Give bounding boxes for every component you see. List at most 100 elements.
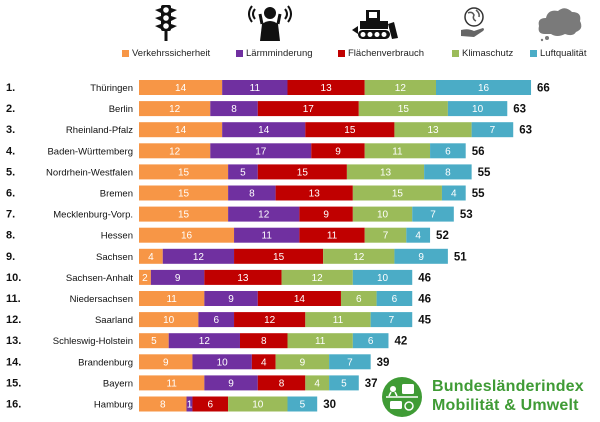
bar-value-label: 13 — [427, 125, 439, 136]
bar-segment — [234, 312, 306, 328]
legend-item: Flächenverbrauch — [338, 48, 424, 59]
bar-value-label: 12 — [169, 146, 181, 157]
total-label: 46 — [418, 272, 431, 284]
bar-value-label: 4 — [261, 357, 267, 368]
bar-segment — [352, 269, 413, 285]
bar-segment — [139, 227, 235, 243]
category-label: Berlin — [109, 104, 133, 115]
total-label: 45 — [418, 315, 431, 327]
bar-value-label: 8 — [249, 189, 255, 200]
bar-segment — [257, 164, 347, 180]
rank-label: 15. — [6, 377, 21, 389]
bar-value-label: 15 — [178, 210, 190, 221]
bar-segment — [436, 80, 532, 95]
bar-segment — [305, 122, 395, 138]
category-label: Bayern — [103, 378, 133, 389]
bar-segment — [239, 333, 288, 349]
bar-value-label: 10 — [472, 104, 484, 115]
rank-label: 14. — [6, 356, 21, 368]
bar-value-label: 13 — [309, 189, 321, 200]
bar-value-label: 9 — [175, 273, 181, 284]
bar-segment — [275, 354, 330, 370]
bar-segment — [412, 206, 454, 222]
bar-value-label: 14 — [175, 83, 187, 94]
bar-value-label: 12 — [264, 315, 276, 326]
legend-label: Luftqualität — [540, 48, 587, 59]
bar-value-label: 17 — [303, 104, 315, 115]
bar-segment — [346, 164, 425, 180]
bar-segment — [257, 101, 359, 117]
bar-value-label: 8 — [445, 167, 451, 178]
bar-segment — [228, 396, 288, 412]
bar-segment — [204, 269, 282, 285]
bar-value-label: 10 — [252, 400, 264, 411]
bar-segment — [139, 143, 211, 159]
bar-segment — [323, 248, 395, 264]
bar-value-label: 9 — [228, 378, 234, 389]
bar-value-label: 8 — [231, 104, 237, 115]
noise-person-icon — [248, 5, 292, 41]
rank-label: 1. — [6, 82, 15, 94]
bar-value-label: 15 — [273, 252, 285, 263]
total-label: 56 — [472, 146, 485, 158]
bar-value-label: 9 — [163, 357, 169, 368]
logo: Bundesländerindex Mobilität & Umwelt — [380, 376, 595, 418]
legend-swatch — [236, 50, 243, 57]
bar-segment — [406, 227, 431, 243]
rank-label: 2. — [6, 103, 15, 115]
bar-segment — [340, 291, 377, 306]
bar-value-label: 10 — [163, 315, 175, 326]
bar-value-label: 9 — [228, 294, 234, 305]
bar-segment — [139, 122, 223, 138]
rank-label: 12. — [6, 314, 21, 326]
bar-value-label: 14 — [175, 125, 187, 136]
bar-segment — [228, 164, 258, 180]
bar-value-label: 5 — [300, 400, 306, 411]
bar-value-label: 11 — [315, 336, 326, 347]
bar-value-label: 12 — [169, 104, 181, 115]
total-label: 66 — [537, 83, 550, 95]
bar-value-label: 7 — [347, 357, 353, 368]
bar-value-label: 15 — [178, 189, 190, 200]
bar-segment — [364, 80, 436, 95]
bar-segment — [441, 185, 466, 201]
bar-segment — [311, 143, 365, 159]
total-label: 51 — [454, 251, 467, 263]
total-label: 39 — [377, 357, 390, 369]
rank-label: 11. — [6, 293, 21, 305]
bar-segment — [210, 101, 258, 117]
legend-label: Flächenverbrauch — [348, 48, 425, 59]
category-label: Rheinland-Pfalz — [66, 125, 133, 136]
rank-label: 13. — [6, 335, 21, 347]
bar-segment — [139, 312, 199, 328]
bar-value-label: 5 — [341, 378, 347, 389]
rank-label: 5. — [6, 166, 15, 178]
category-label: Thüringen — [90, 83, 133, 94]
bar-segment — [329, 375, 359, 391]
logo-line-1: Bundesländerindex — [432, 378, 584, 395]
bar-value-label: 7 — [383, 231, 389, 242]
rank-label: 16. — [6, 399, 21, 411]
category-label: Sachsen — [96, 252, 133, 263]
legend-item: Luftqualität — [530, 48, 586, 59]
total-label: 63 — [513, 104, 526, 116]
category-label: Niedersachsen — [70, 294, 133, 305]
bar-segment — [275, 185, 353, 201]
category-label: Sachsen-Anhalt — [66, 273, 133, 284]
bar-segment — [376, 291, 413, 306]
bar-segment — [139, 80, 223, 95]
bar-segment — [299, 227, 365, 243]
bar-value-label: 11 — [262, 231, 273, 242]
bar-value-label: 11 — [327, 231, 338, 242]
bar-value-label: 9 — [418, 252, 424, 263]
bar-value-label: 14 — [258, 125, 270, 136]
legend-label: Lärmminderung — [246, 48, 313, 59]
legend-label: Verkehrssicherheit — [132, 48, 211, 59]
category-label: Nordrhein-Westfalen — [46, 167, 133, 178]
category-label: Mecklenburg-Vorp. — [53, 210, 133, 221]
bar-segment — [139, 291, 205, 306]
category-label: Baden-Württemberg — [47, 146, 133, 157]
bar-segment — [287, 396, 318, 412]
bar-value-label: 12 — [312, 273, 324, 284]
bar-value-label: 7 — [490, 125, 496, 136]
